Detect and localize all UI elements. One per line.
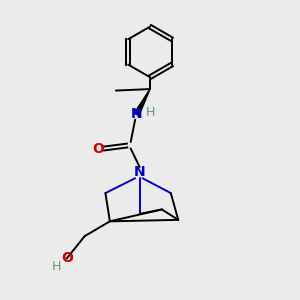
Text: N: N	[131, 107, 142, 121]
Text: O: O	[92, 142, 104, 155]
Text: H: H	[52, 260, 61, 273]
Text: O: O	[61, 251, 73, 266]
Text: H: H	[145, 106, 155, 119]
Text: N: N	[134, 165, 146, 179]
Polygon shape	[134, 89, 150, 116]
